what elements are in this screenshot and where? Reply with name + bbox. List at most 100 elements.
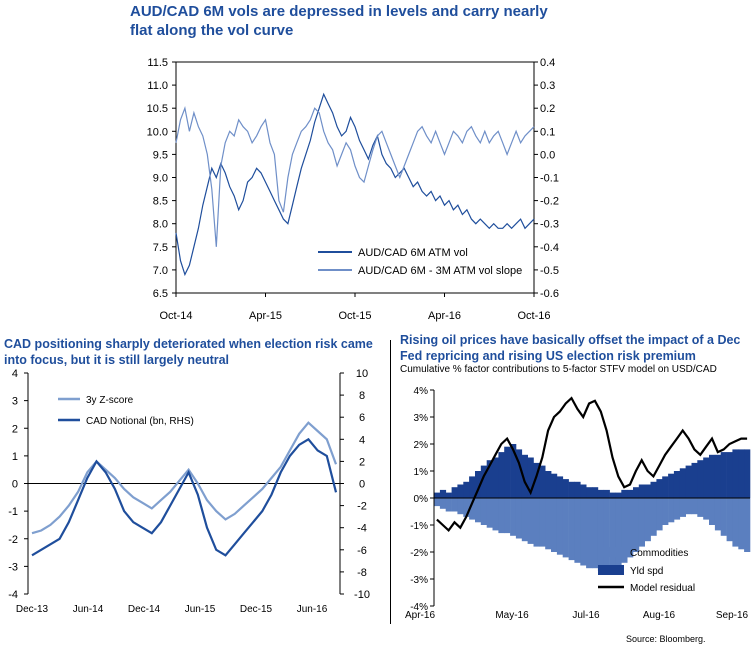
chart3-commodities-bar xyxy=(638,498,645,547)
chart3-yldspd-bar xyxy=(668,473,675,498)
chart2-right-tick-label: -6 xyxy=(357,545,367,557)
chart3-yldspd-bar xyxy=(650,481,657,498)
chart1-plot-frame xyxy=(175,61,535,294)
chart3-commodities-bar xyxy=(714,498,722,531)
chart3-yldspd-bar xyxy=(673,471,681,498)
chart3-x-tick-label: Aug-16 xyxy=(643,610,676,621)
chart2-right-tick-label: 0 xyxy=(359,479,365,491)
chart1-x-tick-label: Apr-15 xyxy=(249,310,282,322)
chart3-yldspd-bar xyxy=(627,489,634,498)
chart3-yldspd-bar xyxy=(580,484,587,498)
chart2-right-tick-label: -2 xyxy=(357,501,367,513)
chart3-yldspd-bar xyxy=(644,484,651,498)
chart3-commodities-bar xyxy=(656,498,663,531)
chart3-yldspd-bar xyxy=(679,468,686,498)
chart3-y-tick-label: 2% xyxy=(414,440,429,451)
chart3-commodities-bar xyxy=(439,498,447,509)
chart1-right-tick-label: -0.3 xyxy=(540,219,559,231)
chart2-right-tick-label: 10 xyxy=(356,368,368,380)
chart1-right-tick-label: -0.5 xyxy=(540,265,559,277)
chart1-right-tick-label: 0.1 xyxy=(540,126,555,138)
chart3-commodities-bar xyxy=(527,498,534,544)
chart1-left-tick-label: 11.0 xyxy=(147,80,168,92)
chart1-x-tick-label: Oct-15 xyxy=(338,310,371,322)
chart1-series-line-0 xyxy=(175,92,535,277)
chart3-yldspd-bar xyxy=(714,454,722,498)
chart3-commodities-bar xyxy=(568,498,575,561)
chart3-yldspd-bar xyxy=(703,457,710,498)
chart1-left-tick-label: 7.5 xyxy=(153,242,168,254)
chart2-x-tick-label: Dec-14 xyxy=(128,604,161,615)
chart3-y-tick-label: 1% xyxy=(414,467,429,478)
chart3-y-tick-label: -2% xyxy=(410,548,428,559)
chart3-yldspd-bar xyxy=(691,462,698,498)
chart1-legend-label: AUD/CAD 6M - 3M ATM vol slope xyxy=(358,265,522,277)
chart3-commodities-bar xyxy=(451,498,458,512)
chart3-commodities-bar xyxy=(603,498,610,571)
chart1-right-tick-label: -0.1 xyxy=(540,173,559,185)
chart3-y-tick-label: -4% xyxy=(410,602,428,613)
chart3-yldspd-bar xyxy=(480,465,487,498)
chart1-left-tick-label: 7.0 xyxy=(153,265,168,277)
chart2-right-tick-label: -8 xyxy=(357,567,367,579)
chart3-commodities-bar xyxy=(539,498,546,547)
chart3-legend-swatch xyxy=(598,547,624,557)
chart3-commodities-bar xyxy=(691,498,698,515)
chart3-commodities-bar xyxy=(592,498,599,569)
chart2-x-tick-label: Jun-14 xyxy=(73,604,104,615)
chart3-yldspd-bar xyxy=(738,449,745,498)
chart3-commodities-bar xyxy=(545,498,552,550)
chart3-commodities-bar xyxy=(556,498,564,555)
chart3-commodities-bar xyxy=(679,498,686,517)
chart1-right-tick-label: -0.4 xyxy=(540,242,559,254)
chart3-yldspd-bar xyxy=(457,484,464,498)
chart1-right-tick-label: -0.2 xyxy=(540,196,559,208)
chart3-commodities-bar xyxy=(662,498,669,525)
chart3-title: Rising oil prices have basically offset … xyxy=(400,333,741,363)
chart2-left-tick-label: 1 xyxy=(12,451,18,463)
chart3-commodities-bar xyxy=(521,498,528,542)
chart3-yldspd-bar xyxy=(439,489,447,498)
chart3-commodities-bar xyxy=(475,498,482,523)
panel-divider xyxy=(390,340,391,624)
chart1-right-tick-label: 0.3 xyxy=(540,80,555,92)
chart3-commodities-bar xyxy=(551,498,558,552)
chart2-title: CAD positioning sharply deteriorated whe… xyxy=(4,337,373,367)
chart3-commodities-bar xyxy=(738,498,745,550)
chart3-commodities-bar xyxy=(609,498,616,569)
source-note: Source: Bloomberg. xyxy=(626,634,706,644)
chart3-yldspd-bar xyxy=(621,489,628,498)
chart3-yldspd-bar xyxy=(475,471,482,498)
chart2-left-tick-label: 0 xyxy=(12,479,18,491)
chart3-yldspd-bar xyxy=(463,481,470,498)
chart3-commodities-bar xyxy=(697,498,704,517)
chart3-yldspd-bar xyxy=(685,465,692,498)
chart2-left-tick-label: 2 xyxy=(12,423,18,435)
chart3-commodities-bar xyxy=(510,498,517,536)
chart1-right-tick-label: 0.0 xyxy=(540,149,555,161)
chart3-yldspd-bar xyxy=(510,444,517,498)
chart3-commodities-bar xyxy=(621,498,628,563)
chart3-commodities-bar xyxy=(469,498,476,520)
chart3-yldspd-bar xyxy=(720,452,727,498)
chart2-legend-label: 3y Z-score xyxy=(86,395,134,406)
chart3-yldspd-bar xyxy=(662,476,669,498)
chart3-yldspd-bar xyxy=(568,481,575,498)
chart1-left-tick-label: 9.5 xyxy=(153,149,168,161)
chart3-commodities-bar xyxy=(615,498,622,566)
chart1-left-tick-label: 8.0 xyxy=(153,219,168,231)
chart2-series-line-1 xyxy=(31,437,338,557)
chart3-yldspd-bar xyxy=(445,492,452,498)
chart1-left-tick-label: 11.5 xyxy=(147,57,168,69)
chart1-left-tick-label: 6.5 xyxy=(153,288,168,300)
chart2-legend-label: CAD Notional (bn, RHS) xyxy=(86,416,194,427)
chart1-right-tick-label: 0.2 xyxy=(540,103,555,115)
chart3-yldspd-bar xyxy=(732,449,739,498)
chart2-left-tick-label: -1 xyxy=(8,506,18,518)
chart3-yldspd-bar xyxy=(492,457,499,498)
chart3-yldspd-bar xyxy=(592,487,599,498)
chart3-commodities-bar xyxy=(574,498,581,563)
chart3-yldspd-bar xyxy=(609,492,616,498)
chart2-x-tick-label: Jun-15 xyxy=(185,604,216,615)
